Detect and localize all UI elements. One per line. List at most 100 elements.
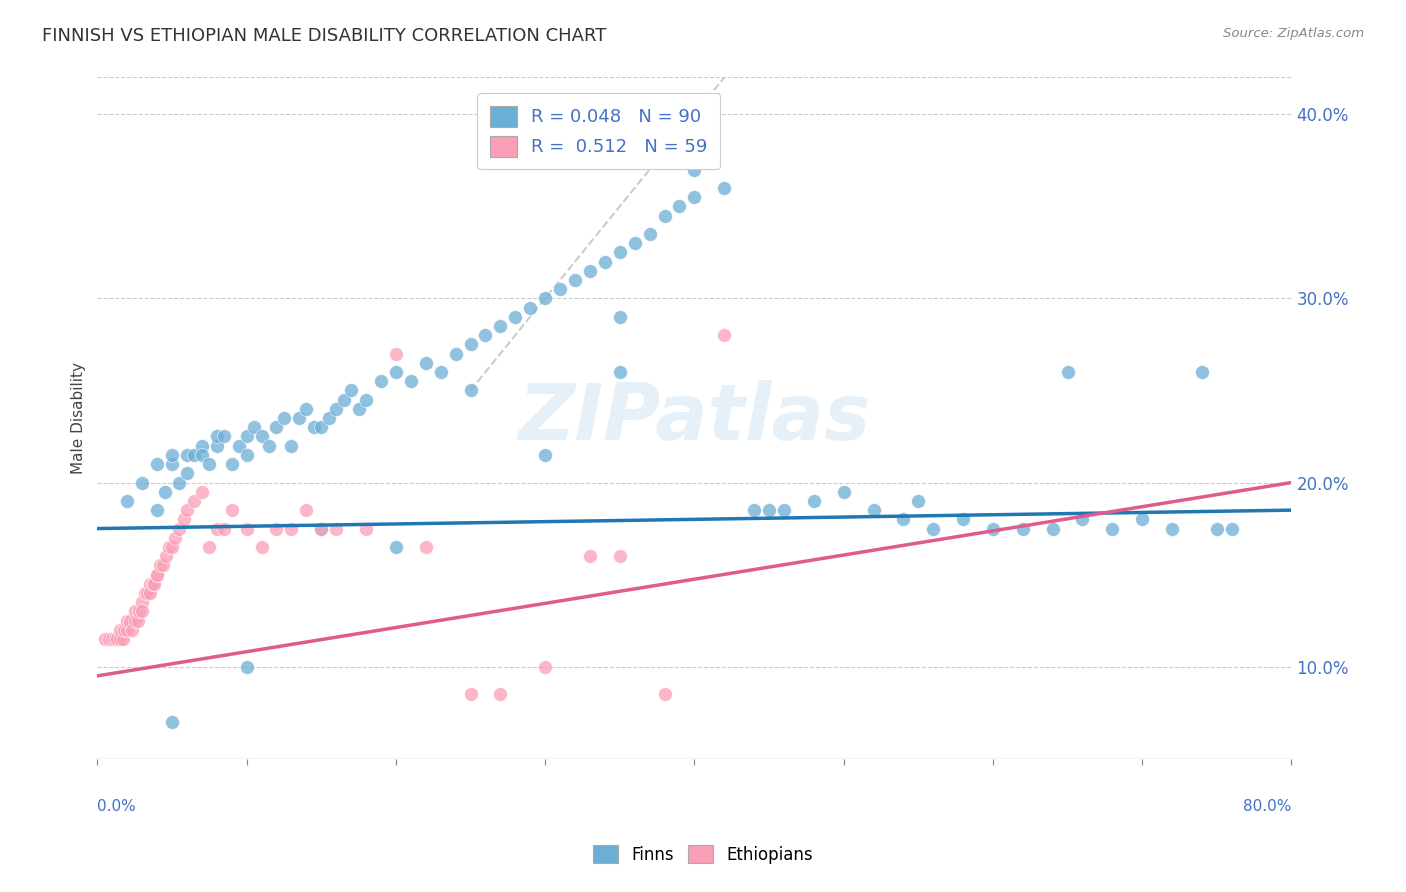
Point [191, 439, 214, 453]
Point [668, 199, 690, 213]
Point [1161, 522, 1184, 536]
Point [385, 540, 408, 554]
Point [169, 522, 191, 536]
Point [198, 457, 221, 471]
Point [332, 392, 354, 407]
Point [183, 494, 205, 508]
Point [111, 632, 134, 646]
Point [340, 384, 363, 398]
Point [138, 586, 160, 600]
Point [257, 439, 280, 453]
Point [124, 604, 146, 618]
Point [489, 318, 512, 333]
Point [288, 411, 311, 425]
Point [548, 282, 571, 296]
Point [131, 595, 153, 609]
Point [474, 328, 496, 343]
Point [138, 576, 160, 591]
Point [98, 632, 121, 646]
Point [115, 614, 138, 628]
Text: ZIPatlas: ZIPatlas [519, 380, 870, 456]
Point [460, 687, 482, 701]
Point [347, 401, 370, 416]
Point [163, 531, 186, 545]
Point [609, 365, 631, 379]
Point [266, 522, 288, 536]
Point [654, 209, 676, 223]
Text: Source: ZipAtlas.com: Source: ZipAtlas.com [1223, 27, 1364, 40]
Point [713, 181, 735, 195]
Point [235, 429, 257, 443]
Point [385, 365, 408, 379]
Legend: R = 0.048   N = 90, R =  0.512   N = 59: R = 0.048 N = 90, R = 0.512 N = 59 [477, 94, 720, 169]
Point [1220, 522, 1243, 536]
Point [922, 522, 945, 536]
Point [683, 162, 706, 177]
Point [115, 623, 138, 637]
Point [683, 190, 706, 204]
Point [176, 448, 198, 462]
Point [176, 503, 198, 517]
Point [325, 401, 347, 416]
Point [534, 659, 557, 673]
Point [415, 356, 437, 370]
Point [105, 632, 128, 646]
Point [235, 448, 257, 462]
Point [773, 503, 796, 517]
Point [399, 374, 422, 388]
Point [654, 687, 676, 701]
Point [149, 558, 172, 573]
Point [160, 714, 183, 729]
Point [534, 292, 557, 306]
Point [212, 429, 235, 443]
Point [309, 522, 332, 536]
Point [160, 448, 183, 462]
Point [183, 448, 205, 462]
Legend: Finns, Ethiopians: Finns, Ethiopians [586, 838, 820, 871]
Point [1056, 365, 1078, 379]
Point [134, 586, 156, 600]
Point [1205, 522, 1227, 536]
Point [146, 457, 169, 471]
Point [503, 310, 526, 324]
Point [146, 503, 169, 517]
Point [325, 522, 347, 536]
Point [94, 632, 117, 646]
Point [893, 512, 915, 526]
Point [152, 558, 174, 573]
Point [160, 457, 183, 471]
Point [221, 457, 243, 471]
Point [1071, 512, 1094, 526]
Point [609, 549, 631, 564]
Point [250, 540, 273, 554]
Point [205, 439, 228, 453]
Point [638, 227, 661, 241]
Point [1011, 522, 1033, 536]
Point [803, 494, 825, 508]
Point [460, 384, 482, 398]
Point [135, 586, 157, 600]
Point [385, 346, 408, 360]
Point [460, 337, 482, 351]
Point [160, 540, 183, 554]
Point [593, 254, 616, 268]
Point [146, 567, 169, 582]
Point [243, 420, 266, 434]
Text: 80.0%: 80.0% [1243, 799, 1292, 814]
Point [108, 632, 131, 646]
Point [981, 522, 1004, 536]
Point [370, 374, 392, 388]
Point [169, 475, 191, 490]
Point [235, 659, 257, 673]
Point [221, 503, 243, 517]
Point [250, 429, 273, 443]
Point [713, 328, 735, 343]
Point [146, 567, 169, 582]
Point [309, 420, 332, 434]
Point [1191, 365, 1213, 379]
Point [579, 549, 602, 564]
Point [534, 448, 557, 462]
Point [302, 420, 325, 434]
Point [318, 411, 340, 425]
Point [1042, 522, 1064, 536]
